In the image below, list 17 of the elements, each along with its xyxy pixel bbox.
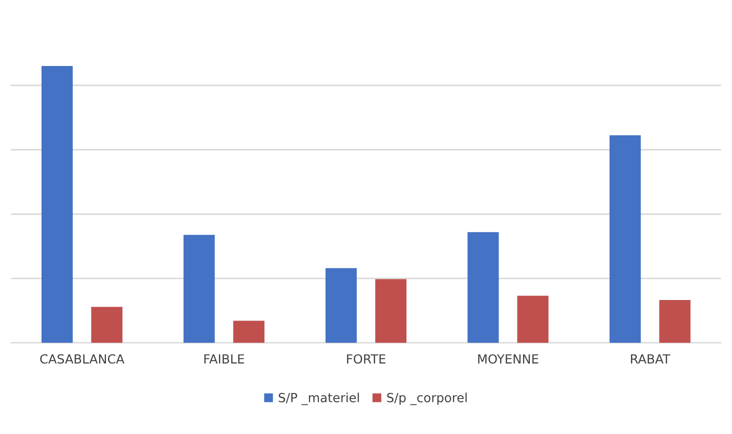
x-tick-label: MOYENNE xyxy=(478,354,538,364)
bar xyxy=(326,268,357,343)
bar xyxy=(42,66,73,343)
legend-label: S/P _materiel xyxy=(278,392,359,406)
bar xyxy=(375,279,406,343)
bar xyxy=(91,306,122,343)
x-tick-label: RABAT xyxy=(630,354,670,364)
x-tick-label: FAIBLE xyxy=(204,354,244,364)
bar xyxy=(517,296,548,343)
bar xyxy=(659,300,690,343)
x-tick-label: FORTE xyxy=(347,354,386,364)
bar xyxy=(468,232,499,343)
bar xyxy=(184,234,215,343)
bar xyxy=(233,320,264,343)
legend-label: S/p _corporel xyxy=(387,392,467,406)
bar xyxy=(610,135,641,343)
x-tick-label: CASABLANCA xyxy=(40,354,124,364)
